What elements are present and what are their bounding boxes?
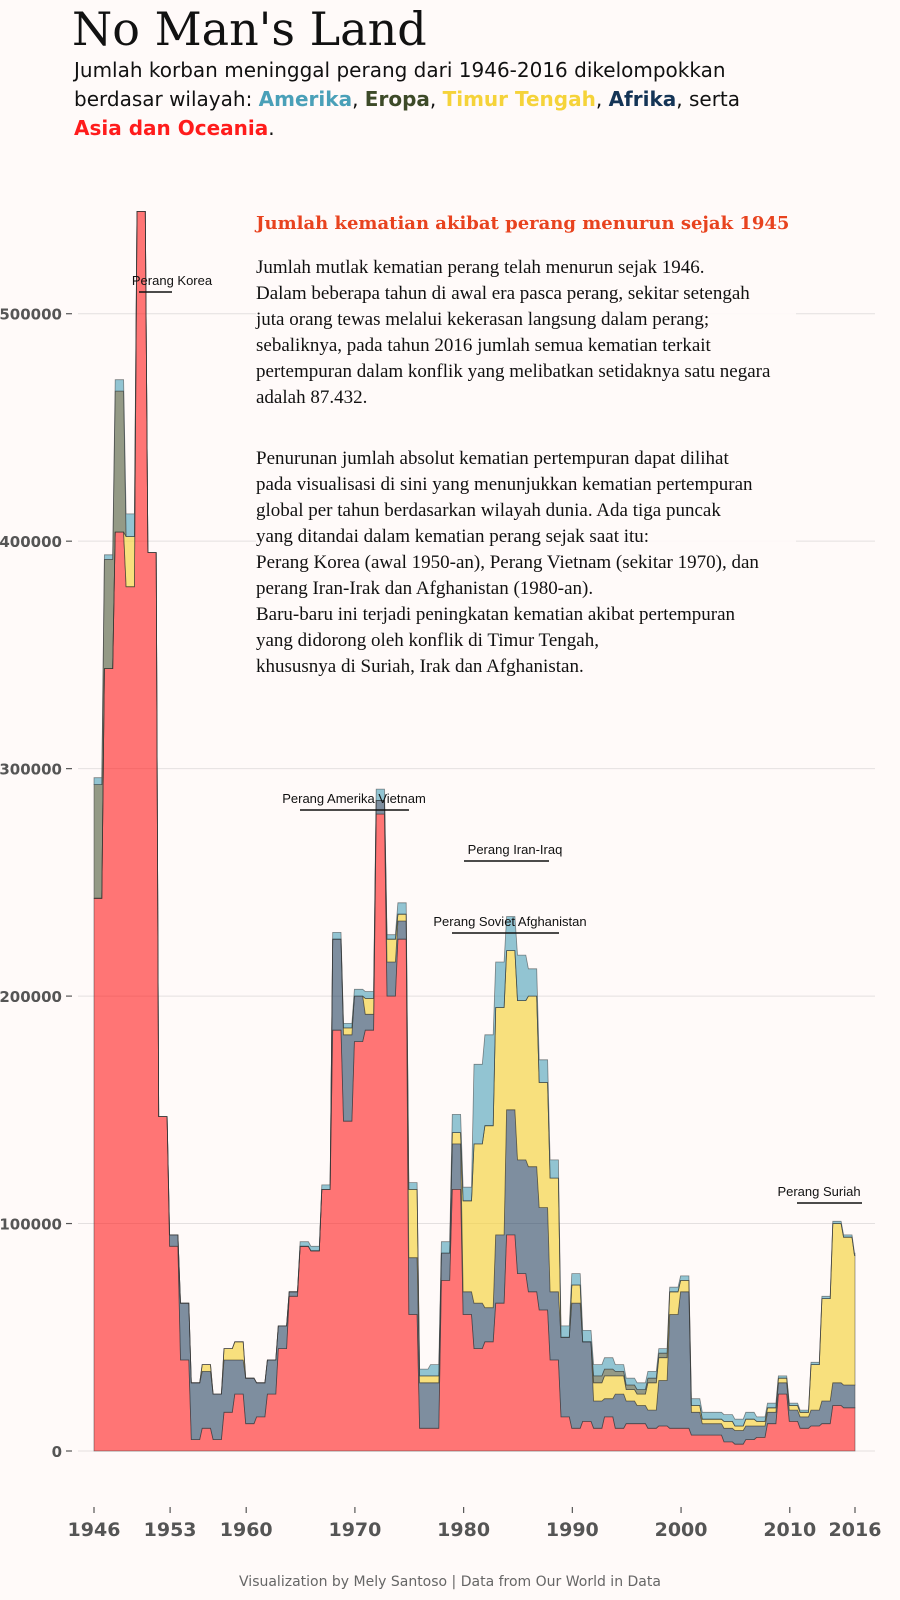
x-tick-label: 1960 <box>220 1519 273 1541</box>
area-series <box>93 211 856 1452</box>
subtitle-line2-start: berdasar wilayah: <box>74 87 259 111</box>
annotation-label: Perang Soviet Afghanistan <box>433 914 586 929</box>
subtitle-separator: , <box>429 87 443 111</box>
area-amerika <box>93 211 856 1427</box>
y-axis: 0 100000 200000 300000 400000 500000 <box>0 306 72 1461</box>
chart-title: No Man's Land <box>72 2 427 56</box>
y-tick-label: 400000 <box>0 533 62 551</box>
chart-caption: Visualization by Mely Santoso | Data fro… <box>239 1574 661 1590</box>
note-paragraph-2: Penurunan jumlah absolut kematian pertem… <box>256 446 796 680</box>
subtitle-separator: , <box>595 87 609 111</box>
chart-subtitle: Jumlah korban meninggal perang dari 1946… <box>74 56 834 143</box>
legend-asia: Asia dan Oceania <box>74 116 269 140</box>
legend-timur-tengah: Timur Tengah <box>442 87 596 111</box>
x-tick-label: 1946 <box>68 1519 121 1541</box>
note-heading: Jumlah kematian akibat perang menurun se… <box>256 213 790 234</box>
annotation-label: Perang Iran-Iraq <box>468 842 563 857</box>
legend-afrika: Afrika <box>608 87 677 111</box>
x-tick-label: 1970 <box>328 1519 381 1541</box>
note-paragraph-1: Jumlah mutlak kematian perang telah menu… <box>256 255 796 411</box>
legend-eropa: Eropa <box>364 87 430 111</box>
annotation-label: Perang Amerika Vietnam <box>282 791 426 806</box>
y-tick-label: 200000 <box>0 988 62 1006</box>
y-tick-label: 500000 <box>0 306 62 324</box>
x-tick-label: 1953 <box>144 1519 197 1541</box>
annotation-label: Perang Korea <box>132 273 213 288</box>
x-tick-label: 2016 <box>829 1519 882 1541</box>
x-tick-label: 2010 <box>763 1519 816 1541</box>
x-tick-label: 1990 <box>546 1519 599 1541</box>
x-axis: 1946 1953 1960 1970 1980 1990 2000 2010 2016 <box>68 1507 882 1541</box>
annotation-label: Perang Suriah <box>777 1184 860 1199</box>
subtitle-line1: Jumlah korban meninggal perang dari 1946… <box>74 58 726 82</box>
war-annotations: Perang Korea Perang Amerika Vietnam Perang… <box>132 273 862 1204</box>
y-tick-label: 100000 <box>0 1216 62 1234</box>
subtitle-separator: , serta <box>676 87 741 111</box>
y-tick-label: 0 <box>52 1443 62 1461</box>
x-tick-label: 2000 <box>655 1519 708 1541</box>
x-tick-label: 1980 <box>437 1519 490 1541</box>
y-tick-label: 300000 <box>0 761 62 779</box>
subtitle-end: . <box>268 116 275 140</box>
legend-amerika: Amerika <box>258 87 353 111</box>
subtitle-separator: , <box>352 87 365 111</box>
